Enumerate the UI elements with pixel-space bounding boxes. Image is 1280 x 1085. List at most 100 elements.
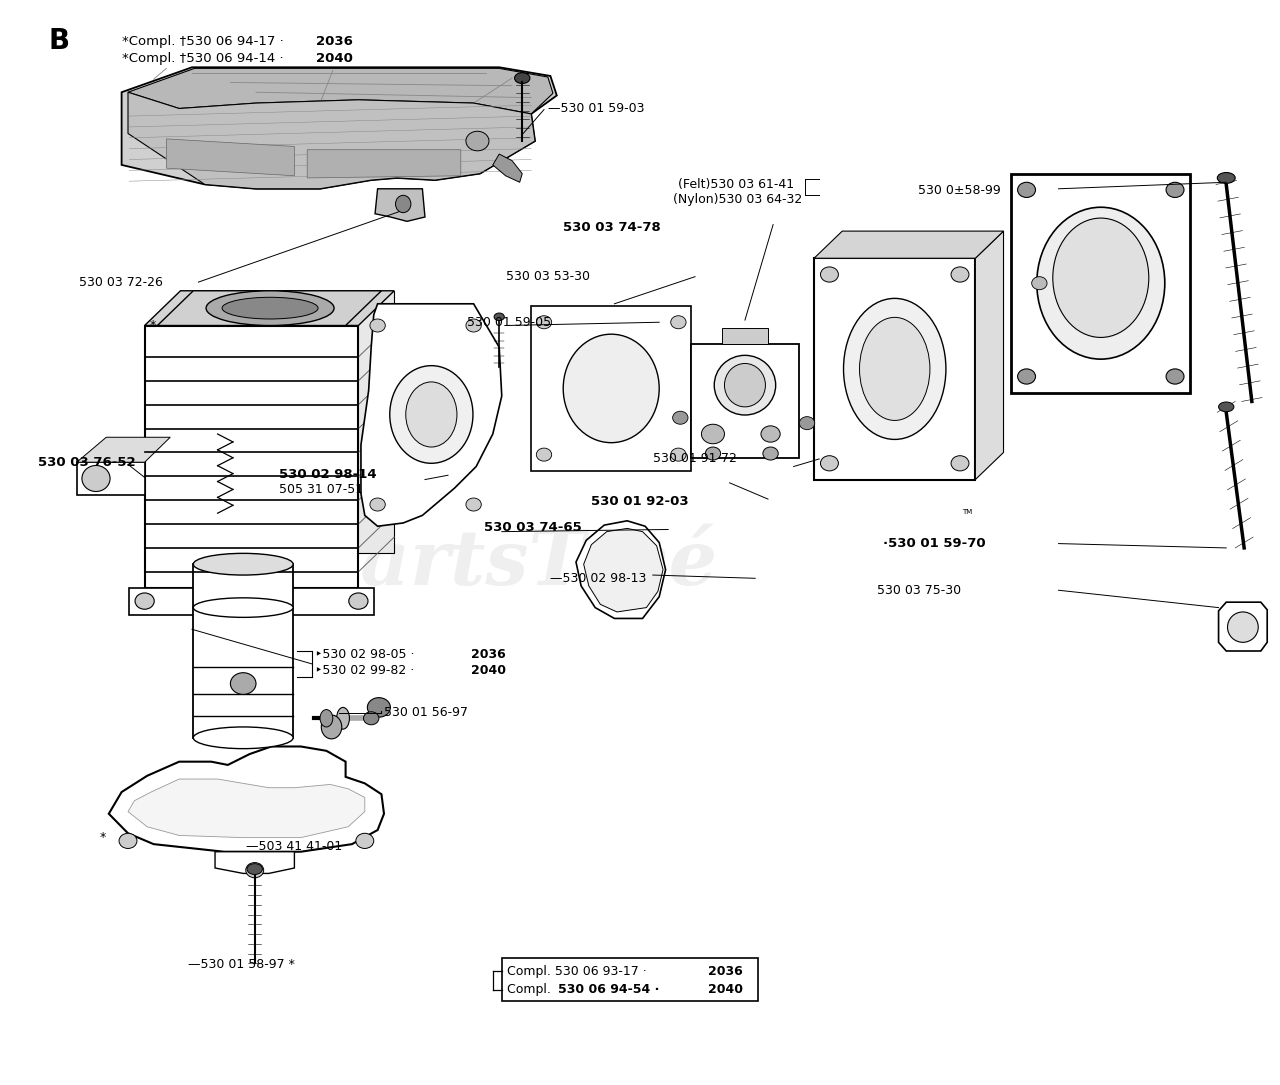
Ellipse shape [820,456,838,471]
Ellipse shape [320,710,333,727]
Polygon shape [128,68,553,114]
Polygon shape [128,779,365,838]
Ellipse shape [1037,207,1165,359]
Polygon shape [375,189,425,221]
Ellipse shape [536,448,552,461]
Text: *: * [150,319,156,332]
Text: —530 01 59-03: —530 01 59-03 [548,102,644,115]
Ellipse shape [724,363,765,407]
Text: *Compl. †530 06 94-17 ·: *Compl. †530 06 94-17 · [122,35,288,48]
Ellipse shape [515,73,530,84]
Ellipse shape [119,833,137,848]
Ellipse shape [406,382,457,447]
Ellipse shape [396,195,411,213]
Ellipse shape [206,291,334,326]
Text: 530 0±58-99: 530 0±58-99 [918,184,1001,197]
Ellipse shape [536,316,552,329]
Text: 530 01 92-03: 530 01 92-03 [591,495,689,508]
Text: *Compl. †530 06 94-14 ·: *Compl. †530 06 94-14 · [122,52,288,65]
Ellipse shape [671,448,686,461]
Ellipse shape [763,447,778,460]
Polygon shape [1219,602,1267,651]
Polygon shape [493,154,522,182]
Text: 530 01 59-05: 530 01 59-05 [467,316,552,329]
Ellipse shape [321,715,342,739]
Polygon shape [814,258,975,480]
Polygon shape [145,326,358,588]
Polygon shape [361,304,502,526]
Polygon shape [193,564,293,608]
Ellipse shape [1032,277,1047,290]
Text: 2036: 2036 [471,648,506,661]
Ellipse shape [247,864,262,875]
Ellipse shape [1228,612,1258,642]
Polygon shape [128,92,535,189]
Ellipse shape [714,356,776,414]
Ellipse shape [1018,182,1036,197]
Ellipse shape [364,712,379,725]
Text: 530 06 94-54 ·: 530 06 94-54 · [558,983,664,996]
Ellipse shape [799,417,814,430]
Ellipse shape [230,673,256,694]
Polygon shape [576,521,666,618]
Text: ‣530 02 98-05 ·: ‣530 02 98-05 · [315,648,419,661]
Ellipse shape [820,267,838,282]
Polygon shape [691,345,799,458]
Text: Compl. 530 06 93-17 ·: Compl. 530 06 93-17 · [507,965,650,978]
Text: 2040: 2040 [316,52,353,65]
Ellipse shape [389,366,474,463]
Ellipse shape [494,312,504,321]
Text: 2040: 2040 [471,664,506,677]
Text: (Felt)530 03 61-41: (Felt)530 03 61-41 [678,178,795,191]
Ellipse shape [1166,182,1184,197]
Ellipse shape [193,727,293,749]
Text: 530 03 76-52: 530 03 76-52 [38,456,136,469]
Polygon shape [722,328,768,345]
Ellipse shape [1053,218,1149,337]
Ellipse shape [1166,369,1184,384]
Text: PartsTreé: PartsTreé [306,527,718,601]
Text: —503 41 41-01: —503 41 41-01 [246,840,342,853]
Polygon shape [157,291,381,326]
Bar [502,958,758,1001]
Text: 530 02 98-14: 530 02 98-14 [279,468,376,481]
Ellipse shape [951,267,969,282]
Ellipse shape [367,698,390,717]
Ellipse shape [337,707,349,729]
Polygon shape [122,67,557,189]
Ellipse shape [673,411,689,424]
Text: 2036: 2036 [316,35,353,48]
Polygon shape [77,437,170,462]
Ellipse shape [223,297,319,319]
Polygon shape [814,231,1004,258]
Text: 530 01 91-72: 530 01 91-72 [653,452,737,465]
Polygon shape [129,588,374,615]
Polygon shape [975,231,1004,480]
Ellipse shape [246,863,264,878]
Ellipse shape [370,319,385,332]
Ellipse shape [951,456,969,471]
Polygon shape [193,608,293,738]
Text: —530 02 98-13: —530 02 98-13 [550,572,646,585]
Ellipse shape [193,553,293,575]
Ellipse shape [760,425,781,443]
Text: Compl.: Compl. [507,983,554,996]
Polygon shape [180,291,394,553]
Ellipse shape [705,447,721,460]
Ellipse shape [844,298,946,439]
Ellipse shape [701,424,724,444]
Ellipse shape [348,592,369,609]
Polygon shape [584,528,663,612]
Text: B: B [49,27,70,55]
Ellipse shape [356,833,374,848]
Text: TM: TM [963,509,973,515]
Text: 530 03 53-30: 530 03 53-30 [506,270,590,283]
Ellipse shape [1217,173,1235,183]
Polygon shape [531,306,691,471]
Polygon shape [1011,174,1190,393]
Ellipse shape [1018,369,1036,384]
Polygon shape [109,746,384,852]
Text: ·530 01 59-70: ·530 01 59-70 [883,537,986,550]
Text: 530 01 56-97: 530 01 56-97 [384,706,468,719]
Text: 530 03 75-30: 530 03 75-30 [877,584,961,597]
